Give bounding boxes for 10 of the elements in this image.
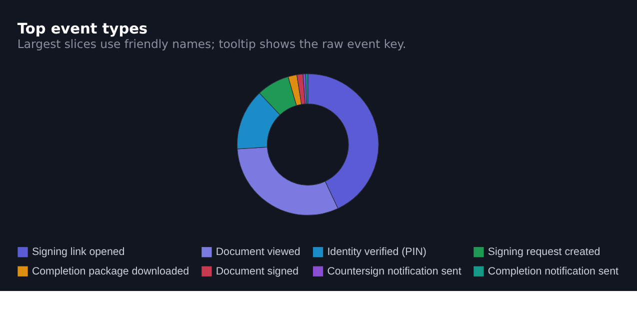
legend-label: Document viewed (216, 246, 300, 258)
chart-subtitle: Largest slices use friendly names; tooltip shows the raw event key. (17, 37, 406, 52)
legend-label: Document signed (216, 265, 299, 278)
legend-label: Countersign notification sent (327, 265, 462, 278)
legend-label: Signing request created (488, 246, 600, 258)
legend-label: Signing link opened (32, 246, 125, 258)
legend-label: Completion package downloaded (32, 265, 190, 278)
chart-title: Top event types (17, 22, 148, 38)
legend-label: Identity verified (PIN) (327, 246, 426, 258)
legend-label: Completion notification sent (488, 265, 618, 278)
